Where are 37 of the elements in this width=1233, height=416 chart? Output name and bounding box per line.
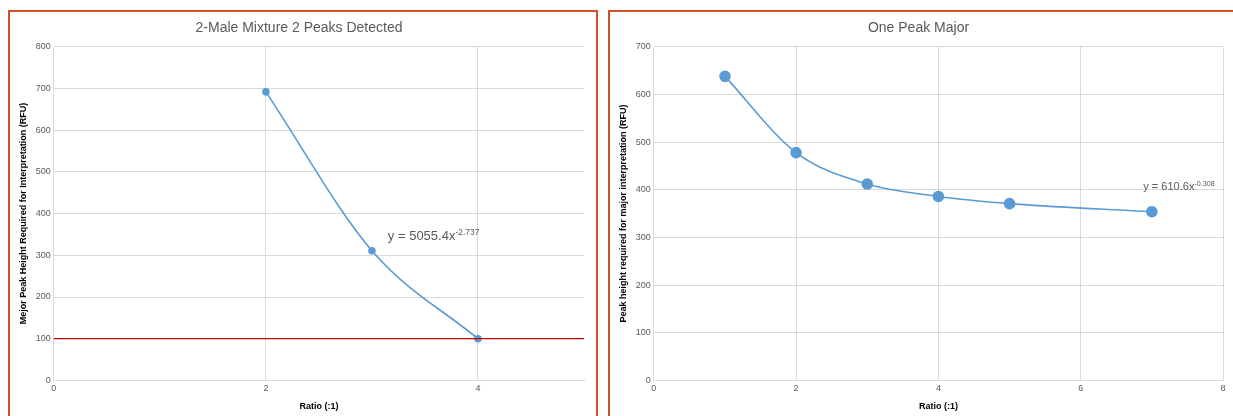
y-tick-label: 700	[35, 82, 51, 93]
y-tick-label: 200	[35, 291, 51, 302]
y-tick-label: 400	[35, 208, 51, 219]
x-axis-title: Ratio (:1)	[299, 401, 339, 412]
x-tick-label: 2	[793, 383, 799, 394]
point	[262, 88, 270, 96]
y-tick-label: 200	[635, 279, 651, 290]
y-tick-label: 500	[635, 136, 651, 147]
x-tick-label: 4	[475, 383, 481, 394]
x-tick-label: 4	[935, 383, 941, 394]
y-tick-label: 600	[35, 124, 51, 135]
chart-title: One Peak Major	[867, 19, 970, 36]
y-axis-title: Mejor Peak Height Required for Interpretation (RFU)	[17, 102, 28, 325]
y-tick-label: 0	[45, 374, 51, 385]
x-tick-label: 8	[1220, 383, 1226, 394]
y-tick-label: 400	[635, 184, 651, 195]
point	[861, 178, 874, 190]
y-tick-label: 0	[645, 374, 651, 385]
x-tick-label: 2	[263, 383, 269, 394]
y-tick-label: 800	[35, 41, 51, 52]
y-tick-label: 600	[635, 88, 651, 99]
y-tick-label: 100	[35, 333, 51, 344]
x-tick-label: 6	[1078, 383, 1084, 394]
x-axis-title: Ratio (:1)	[918, 401, 958, 412]
y-tick-label: 700	[635, 41, 651, 52]
point	[719, 70, 731, 83]
point	[790, 146, 802, 159]
point	[1003, 197, 1016, 210]
y-tick-label: 300	[635, 231, 651, 242]
point	[368, 246, 376, 255]
y-tick-label: 300	[35, 249, 51, 260]
y-axis-title: Peak height required for major interpretation (RFU)	[617, 104, 628, 323]
y-tick-label: 500	[35, 166, 51, 177]
point	[1146, 205, 1158, 218]
chart-title: 2-Male Mixture 2 Peaks Detected	[195, 19, 403, 36]
y-tick-label: 100	[635, 327, 651, 338]
point	[932, 190, 945, 203]
